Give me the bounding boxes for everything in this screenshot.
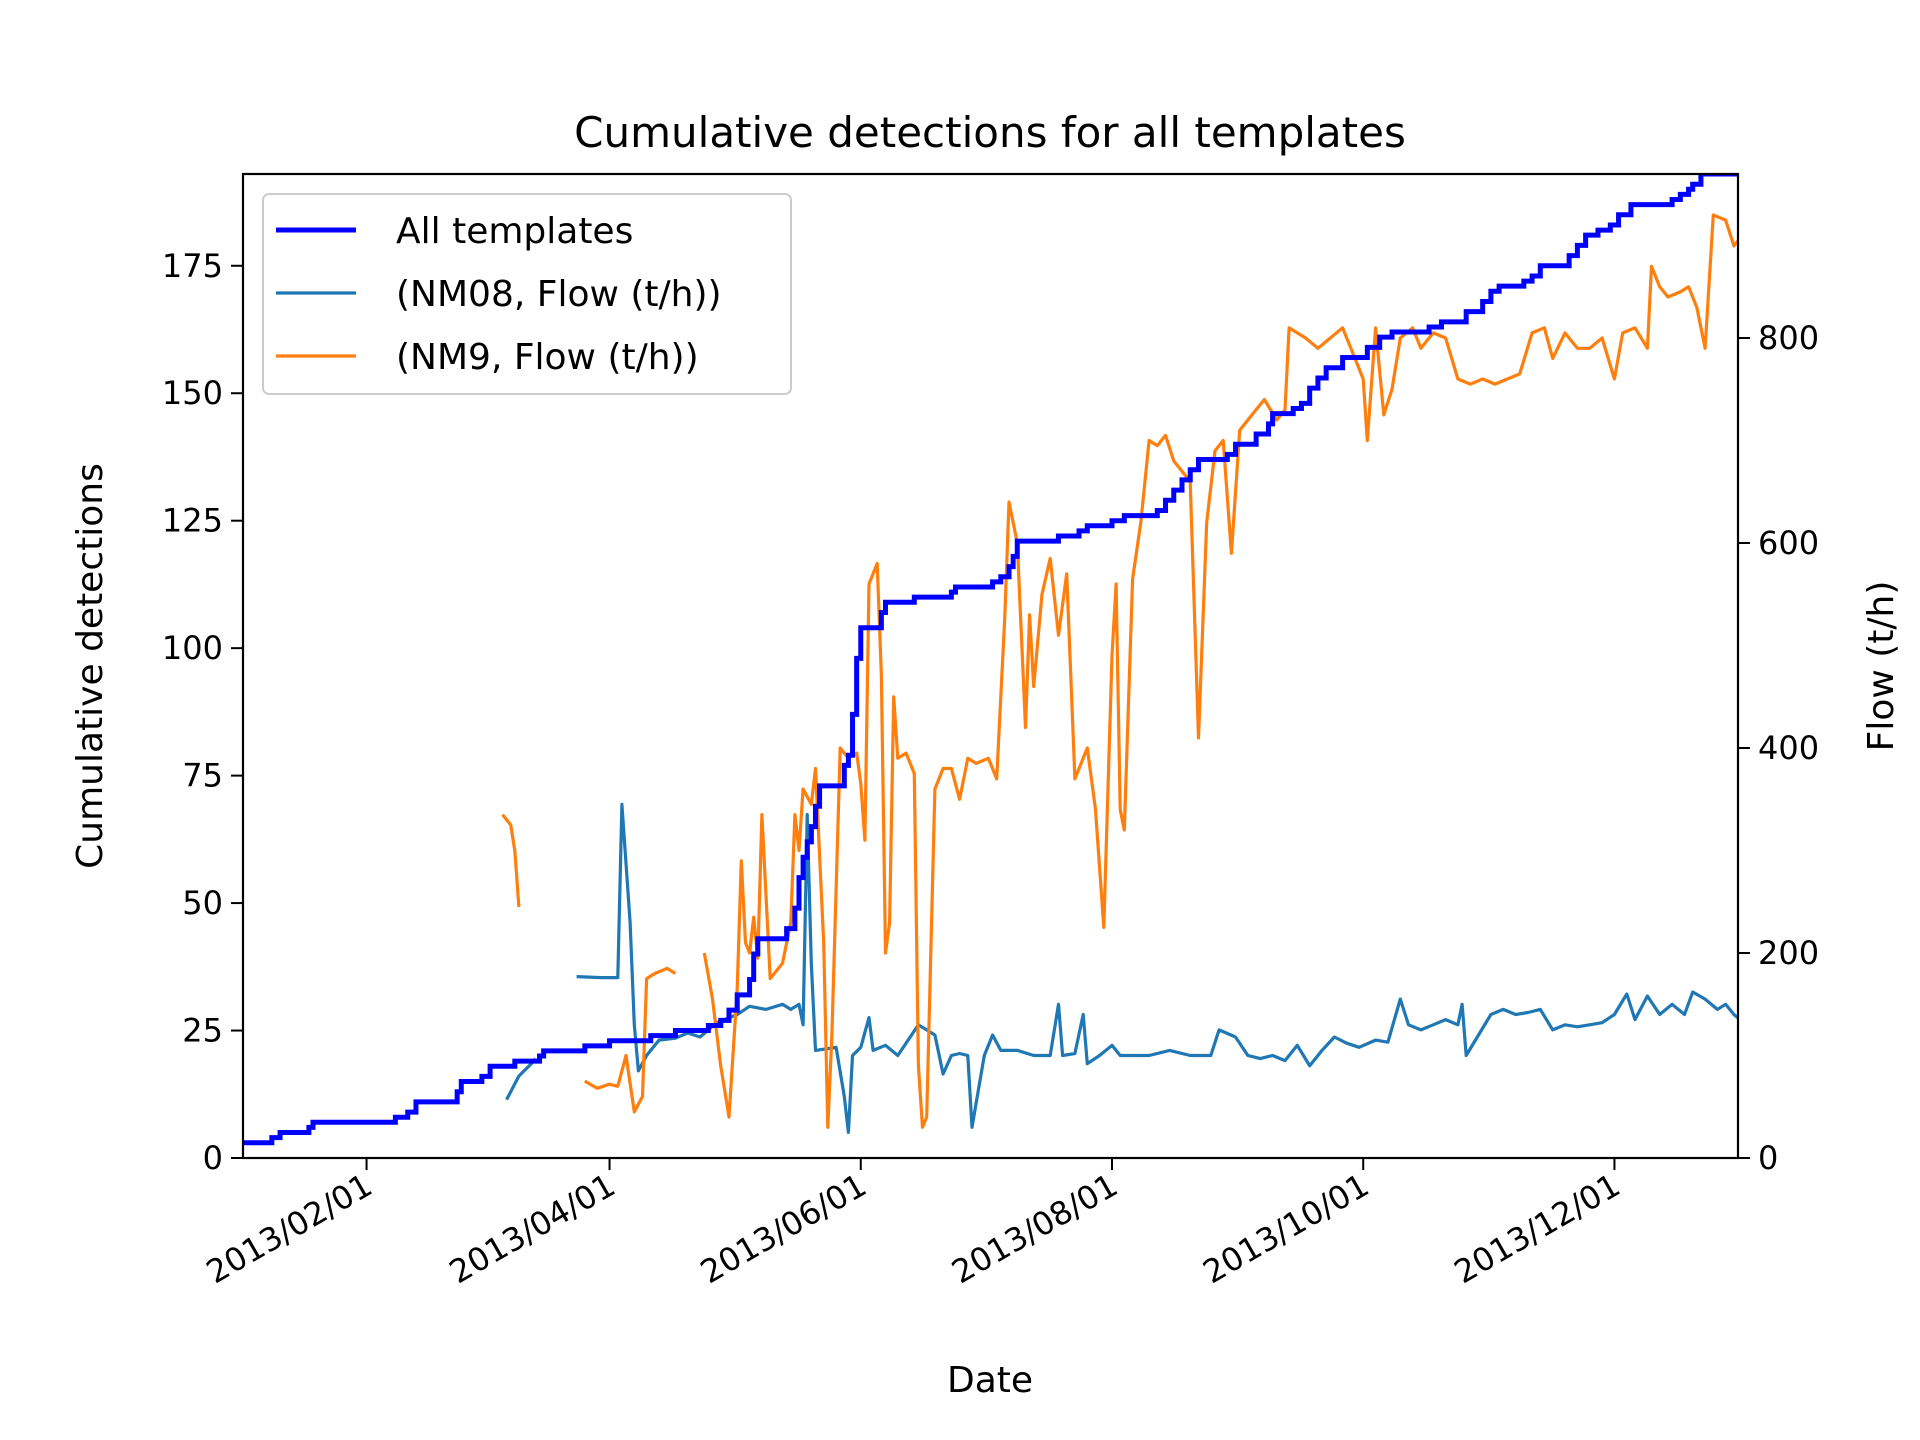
y-tick-label: 175 bbox=[162, 247, 223, 285]
y2-tick-label: 600 bbox=[1758, 524, 1819, 562]
y-tick-label: 100 bbox=[162, 629, 223, 667]
y-axis-label: Cumulative detections bbox=[70, 463, 111, 869]
y2-tick-label: 0 bbox=[1758, 1139, 1778, 1177]
y2-tick-label: 800 bbox=[1758, 319, 1819, 357]
series-layer bbox=[243, 174, 1738, 1146]
y-tick-label: 25 bbox=[182, 1012, 223, 1050]
series-nm08-flow-t-h-segment bbox=[576, 802, 1738, 1135]
y2-tick-label: 400 bbox=[1758, 729, 1819, 767]
y2-tick-label: 200 bbox=[1758, 934, 1819, 972]
y-tick-label: 150 bbox=[162, 374, 223, 412]
legend-box bbox=[262, 193, 792, 395]
y-tick-label: 75 bbox=[182, 757, 223, 795]
x-axis-label: Date bbox=[947, 1360, 1033, 1401]
legend-label-all-templates: All templates bbox=[396, 211, 633, 252]
legend: All templates (NM08, Flow (t/h)) (NM9, Flo… bbox=[262, 193, 792, 395]
y-tick-label: 125 bbox=[162, 502, 223, 540]
legend-label-nm08-flow-t-h: (NM08, Flow (t/h)) bbox=[396, 274, 722, 315]
y-tick-label: 0 bbox=[203, 1139, 223, 1177]
series-nm9-flow-t-h-segment bbox=[583, 966, 677, 1114]
y2-axis-label: Flow (t/h) bbox=[1861, 581, 1902, 752]
legend-label-nm9-flow-t-h: (NM9, Flow (t/h)) bbox=[396, 337, 699, 378]
y-axis-left: 0 25 50 75 100 125 150 175 bbox=[162, 247, 243, 1177]
plot-area bbox=[241, 172, 1740, 1160]
series-all-templates-line bbox=[243, 174, 1738, 1146]
series-nm9-flow-t-h-segment bbox=[501, 813, 521, 908]
series-nm9-flow-t-h-segment bbox=[702, 213, 1738, 1129]
plot-frame bbox=[241, 172, 1740, 1160]
y-axis-right: 0 200 400 600 800 bbox=[1738, 319, 1819, 1177]
chart-title: Cumulative detections for all templates bbox=[574, 108, 1406, 157]
y-tick-label: 50 bbox=[182, 884, 223, 922]
